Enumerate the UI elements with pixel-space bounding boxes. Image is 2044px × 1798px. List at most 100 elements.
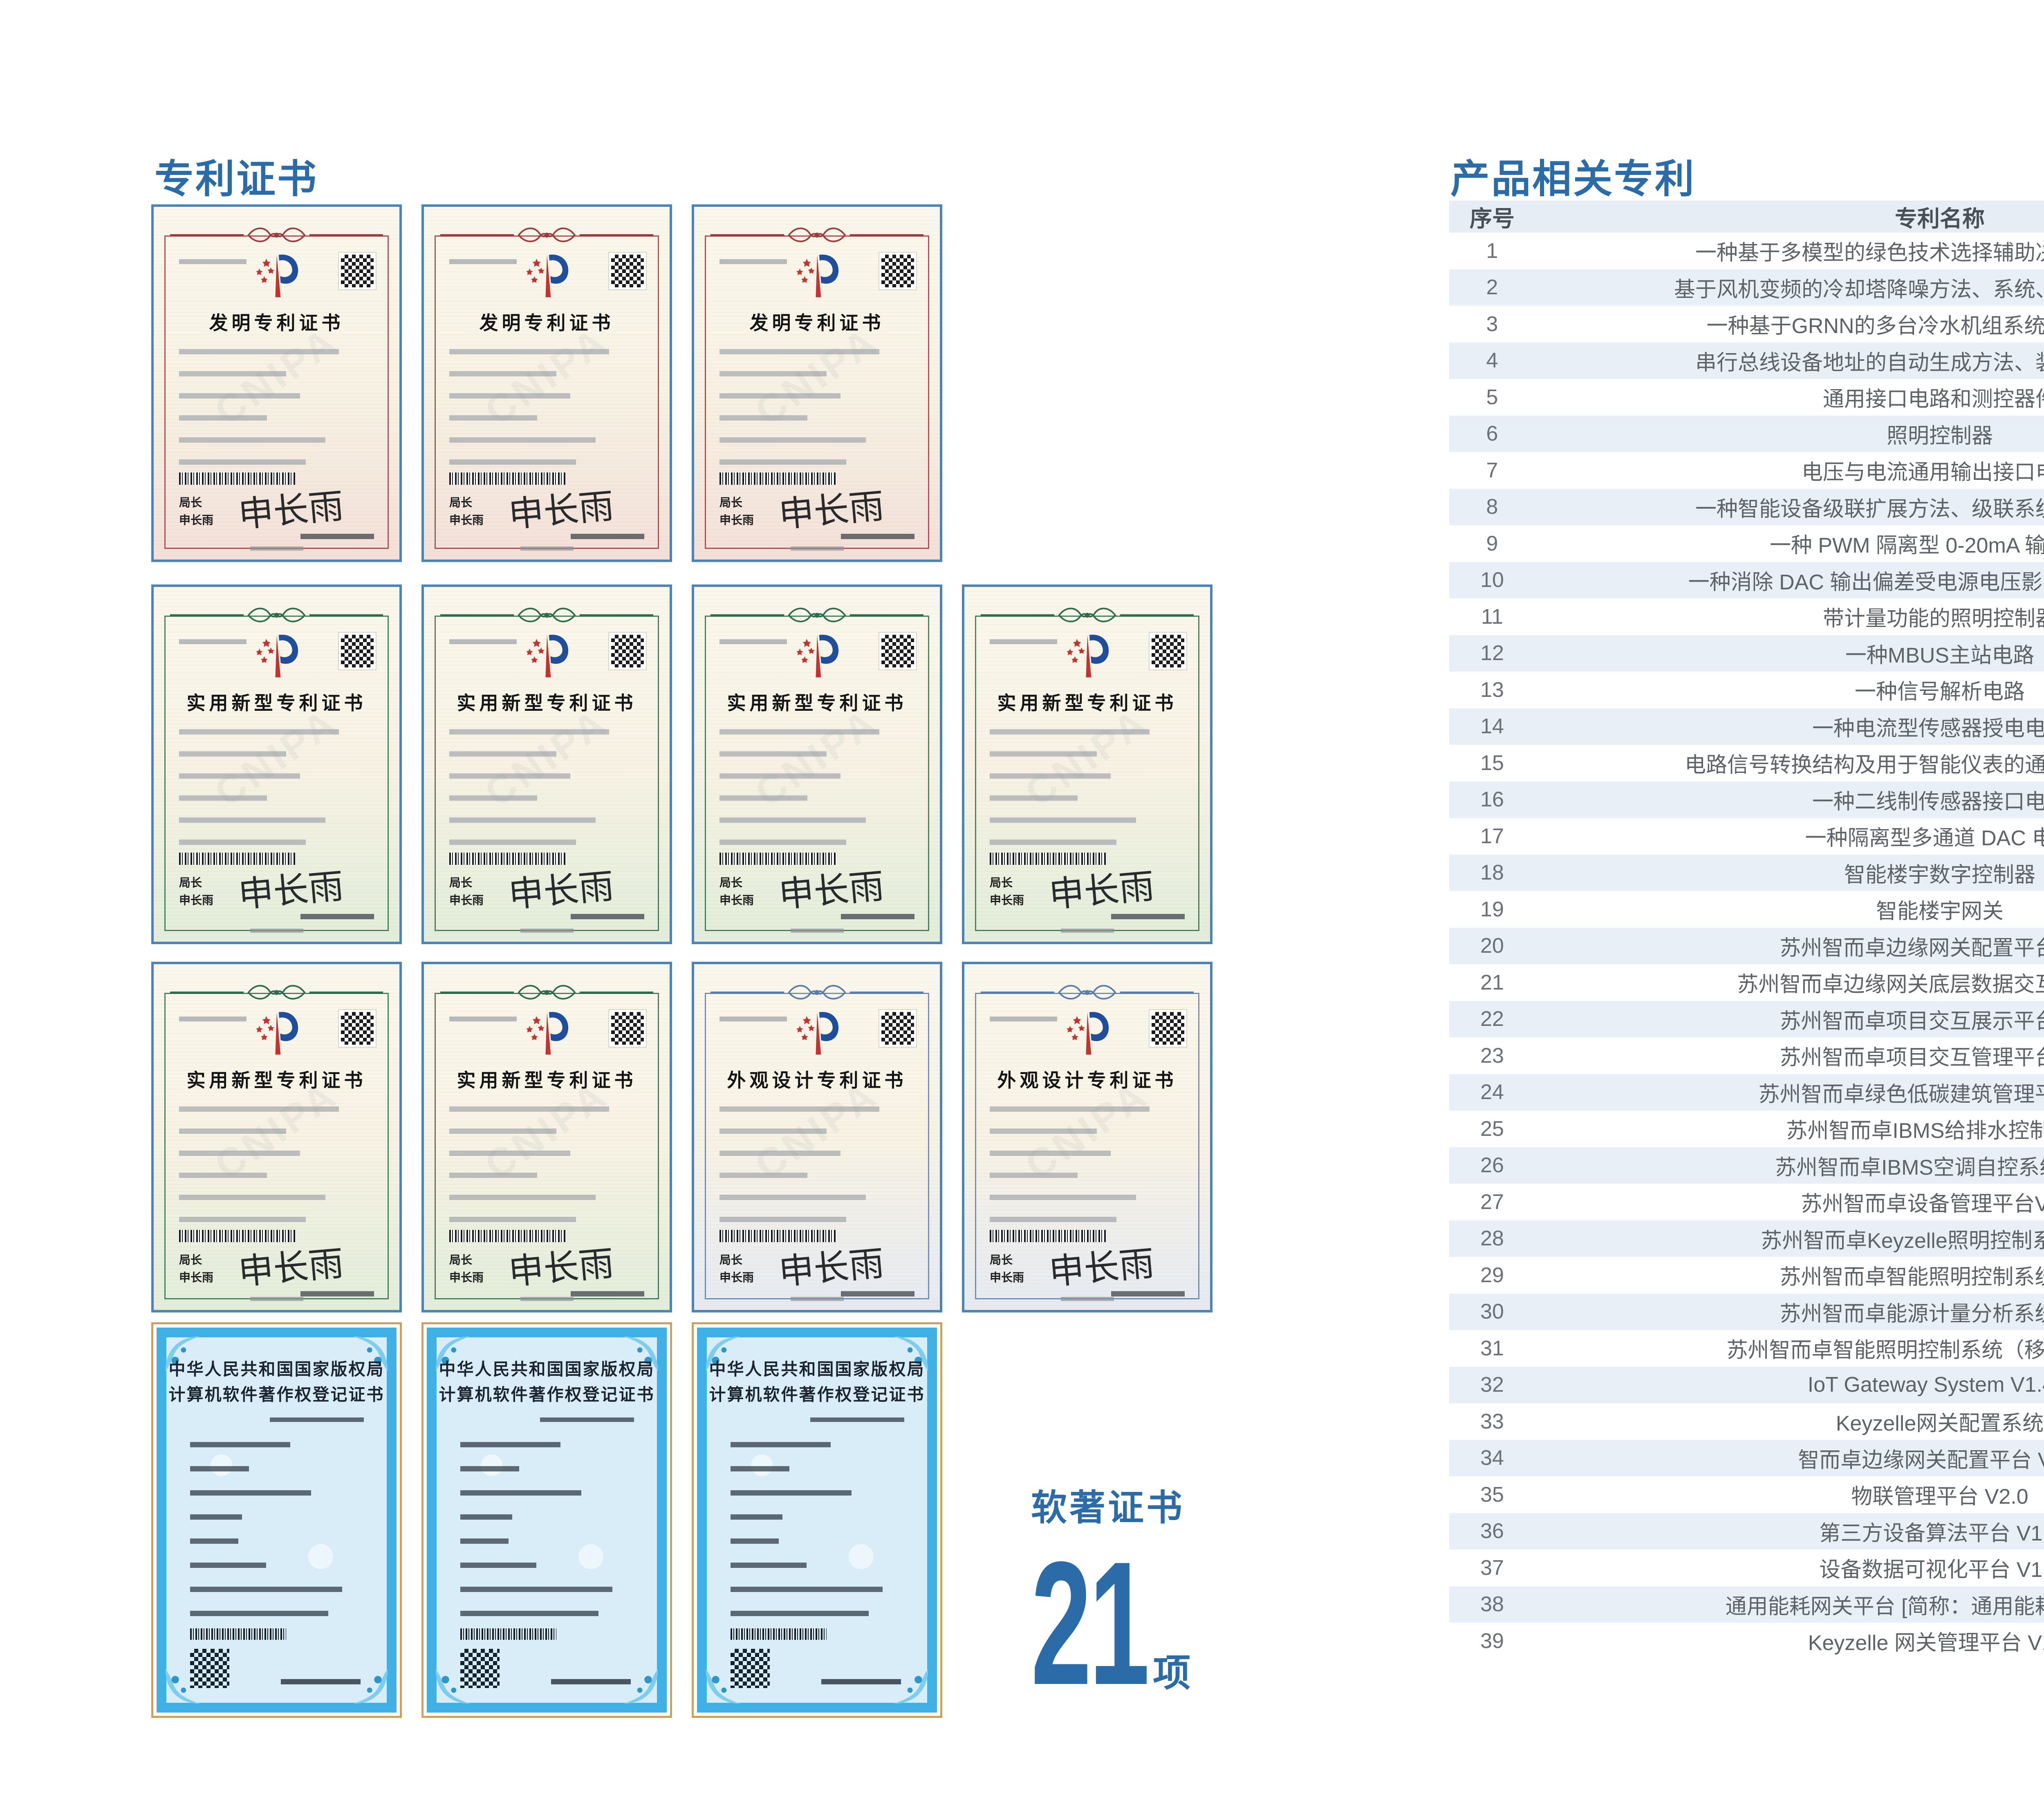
cell-patent-name: 通用能耗网关平台 [简称：通用能耗网关] V2.0 xyxy=(1725,1594,2044,1619)
cell-seq: 28 xyxy=(1480,1227,1504,1251)
body-text-line xyxy=(990,840,1117,845)
body-text-line xyxy=(990,1129,1097,1134)
issue-date-line xyxy=(841,534,914,539)
body-text-line xyxy=(719,437,866,443)
body-text-line xyxy=(719,1195,866,1200)
cell-seq: 22 xyxy=(1480,1007,1504,1031)
body-text-line xyxy=(449,840,576,845)
body-text-line xyxy=(460,1587,613,1592)
corner-flourish-icon xyxy=(353,1669,388,1704)
body-text-line xyxy=(719,393,840,399)
corner-flourish-icon xyxy=(435,1336,471,1371)
certificate-title: 实用新型专利证书 xyxy=(457,1069,637,1091)
body-text-line xyxy=(990,751,1097,757)
body-text-line xyxy=(719,795,807,801)
qr-code-icon xyxy=(1149,1009,1187,1048)
cnipa-logo-icon xyxy=(256,634,298,678)
table-row: 26苏州智而卓IBMS空调自控系统V1.0软著 xyxy=(1449,1147,2044,1184)
director-label: 局长 申长雨 xyxy=(179,496,214,527)
cell-seq: 39 xyxy=(1480,1629,1504,1653)
cnipa-logo-icon xyxy=(526,634,568,678)
cell-seq: 38 xyxy=(1480,1592,1504,1617)
body-text-line xyxy=(190,1587,343,1592)
cell-seq: 4 xyxy=(1486,349,1498,373)
certificate-title: 发明专利证书 xyxy=(209,312,344,334)
cell-patent-name: 一种二线制传感器接口电路 xyxy=(1812,790,2044,814)
cell-patent-name: 苏州智而卓Keyzelle照明控制系统V1.0 xyxy=(1761,1229,2044,1253)
certificate-number-line xyxy=(719,259,787,264)
cell-seq: 16 xyxy=(1480,788,1504,812)
body-text-line xyxy=(460,1514,512,1520)
body-text-line xyxy=(449,1129,557,1134)
body-text-line xyxy=(719,415,807,421)
cell-patent-name: 苏州智而卓边缘网关底层数据交互平台V1.0 xyxy=(1737,973,2044,997)
cell-seq: 13 xyxy=(1480,678,1504,702)
director-signature: 申长雨 xyxy=(777,865,886,916)
corner-flourish-icon xyxy=(893,1669,928,1704)
body-text-line xyxy=(990,795,1078,801)
body-text-line xyxy=(460,1611,599,1616)
cell-seq: 8 xyxy=(1486,495,1498,519)
body-text-line xyxy=(719,773,840,779)
body-text-line xyxy=(990,773,1111,779)
body-text-line xyxy=(719,1129,827,1134)
body-text-line xyxy=(179,1195,325,1200)
barcode-icon xyxy=(179,853,296,865)
director-signature: 申长雨 xyxy=(1047,1243,1156,1293)
cell-seq: 30 xyxy=(1480,1300,1504,1324)
body-text-line xyxy=(179,773,300,779)
certificate-body xyxy=(179,349,374,481)
body-text-line xyxy=(179,393,300,399)
body-text-line xyxy=(990,729,1150,734)
barcode-icon xyxy=(190,1628,286,1640)
cell-patent-name: 一种智能设备级联扩展方法、级联系统和可存储介质 xyxy=(1695,497,2044,521)
certificate-number-line xyxy=(990,1017,1057,1021)
cell-seq: 7 xyxy=(1486,458,1498,482)
body-text-line xyxy=(990,1173,1078,1178)
qr-code-icon xyxy=(338,632,377,670)
certificate-row: CNIPA 实用新型专利证书 局长 申长雨 申长雨 CNIPA xyxy=(151,962,1213,1312)
body-text-line xyxy=(990,1217,1117,1222)
director-signature: 申长雨 xyxy=(507,865,616,916)
page-note-line xyxy=(1060,929,1114,933)
body-text-line xyxy=(449,1195,596,1200)
barcode-icon xyxy=(460,1628,556,1640)
certificate-body xyxy=(179,729,374,862)
body-text-line xyxy=(719,840,847,845)
cell-seq: 24 xyxy=(1480,1080,1504,1104)
certificate-title: 实用新型专利证书 xyxy=(457,692,637,714)
certificate-software-copyright: 中华人民共和国国家版权局 计算机软件著作权登记证书 xyxy=(151,1322,402,1718)
qr-code-icon xyxy=(608,1009,647,1048)
certificate-utility: CNIPA 实用新型专利证书 局长 申长雨 申长雨 xyxy=(151,962,402,1312)
table-row: 13一种信号解析电路实用新型 xyxy=(1449,672,2044,708)
table-row: 25苏州智而卓IBMS给排水控制系统软著 xyxy=(1449,1111,2044,1147)
cnipa-logo-icon xyxy=(256,254,298,298)
body-text-line xyxy=(179,1217,306,1222)
director-signature: 申长雨 xyxy=(507,1243,616,1293)
body-text-line xyxy=(719,1217,847,1222)
director-signature: 申长雨 xyxy=(1047,865,1156,916)
body-text-line xyxy=(449,1151,570,1156)
table-row: 12一种MBUS主站电路实用新型 xyxy=(1449,635,2044,672)
cell-patent-name: 苏州智而卓智能照明控制系统V1.0 xyxy=(1780,1265,2044,1290)
certificate-row: 中华人民共和国国家版权局 计算机软件著作权登记证书 中华人民共和国国家版权局 计算机… xyxy=(151,1322,942,1718)
software-copyright-count: 软著证书 21 项 xyxy=(1031,1479,1223,1711)
body-text-line xyxy=(179,840,306,845)
cell-patent-name: 电路信号转换结构及用于智能仪表的通用接入信号电路 xyxy=(1684,753,2044,777)
certificate-number-line xyxy=(179,259,247,264)
director-signature: 申长雨 xyxy=(236,1243,345,1293)
column-header-seq: 序号 xyxy=(1469,206,1515,231)
cell-seq: 37 xyxy=(1480,1556,1504,1580)
director-label: 局长 申长雨 xyxy=(449,496,484,527)
table-row: 27苏州智而卓设备管理平台V1.0软著 xyxy=(1449,1184,2044,1220)
body-text-line xyxy=(449,437,596,443)
certificate-title: 发明专利证书 xyxy=(749,312,885,334)
qr-code-icon xyxy=(879,632,917,670)
cell-patent-name: 苏州智而卓设备管理平台V1.0 xyxy=(1801,1192,2044,1216)
certificate-frame: 中华人民共和国国家版权局 计算机软件著作权登记证书 xyxy=(697,1328,937,1713)
director-label: 局长 申长雨 xyxy=(990,876,1024,907)
cell-patent-name: Keyzelle网关配置系统 xyxy=(1836,1412,2044,1436)
cell-patent-name: 设备数据可视化平台 V1.0 xyxy=(1819,1558,2044,1582)
